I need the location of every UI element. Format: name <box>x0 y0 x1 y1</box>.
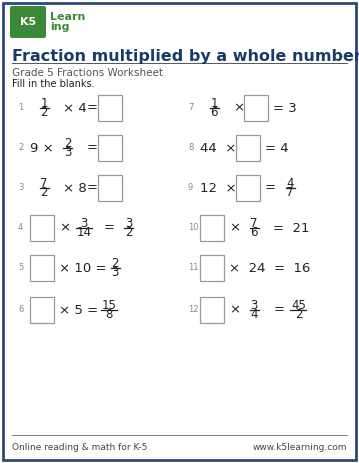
Text: 6: 6 <box>251 226 258 239</box>
Text: 8: 8 <box>105 308 113 321</box>
FancyBboxPatch shape <box>10 6 46 38</box>
Text: 15: 15 <box>102 299 116 312</box>
Text: 2: 2 <box>111 257 119 270</box>
Bar <box>98 135 122 161</box>
Text: ×: × <box>229 221 240 234</box>
Bar <box>200 297 224 323</box>
Text: 3: 3 <box>64 146 71 159</box>
Text: 1: 1 <box>40 97 48 110</box>
Text: 9: 9 <box>188 183 193 193</box>
Text: 2: 2 <box>40 186 48 199</box>
Text: 4: 4 <box>251 308 258 321</box>
Text: × 10 =: × 10 = <box>59 262 107 275</box>
Text: www.k5learning.com: www.k5learning.com <box>252 443 347 451</box>
Text: 2: 2 <box>18 144 23 152</box>
Text: 14: 14 <box>77 226 92 239</box>
Bar <box>236 175 260 201</box>
Text: Fraction multiplied by a whole number: Fraction multiplied by a whole number <box>12 49 359 63</box>
Text: 1: 1 <box>210 97 218 110</box>
Text: 12  ×: 12 × <box>200 181 237 194</box>
Bar <box>30 215 54 241</box>
Text: 7: 7 <box>286 186 294 199</box>
Bar <box>200 255 224 281</box>
Bar <box>244 95 268 121</box>
Text: 3: 3 <box>125 217 132 230</box>
Text: 3: 3 <box>18 183 23 193</box>
Text: 4: 4 <box>18 224 23 232</box>
Bar <box>200 215 224 241</box>
Text: Online reading & math for K-5: Online reading & math for K-5 <box>12 443 148 451</box>
Text: 11: 11 <box>188 263 199 273</box>
Text: 9 ×: 9 × <box>30 142 54 155</box>
Text: =: = <box>87 142 98 155</box>
Text: × 4: × 4 <box>63 101 87 114</box>
Bar <box>30 255 54 281</box>
Text: 2: 2 <box>295 308 302 321</box>
Text: = 3: = 3 <box>273 101 297 114</box>
Text: 7: 7 <box>251 217 258 230</box>
Bar <box>98 175 122 201</box>
Text: 45: 45 <box>291 299 306 312</box>
Text: ×: × <box>233 101 244 114</box>
Text: 6: 6 <box>18 306 23 314</box>
Text: K5: K5 <box>20 17 36 27</box>
Text: 5: 5 <box>18 263 23 273</box>
Text: =: = <box>87 181 98 194</box>
Text: 1: 1 <box>18 104 23 113</box>
Text: = 4: = 4 <box>265 142 289 155</box>
Text: 8: 8 <box>188 144 194 152</box>
Text: 3: 3 <box>80 217 88 230</box>
Text: ×: × <box>59 221 70 234</box>
Text: =: = <box>265 181 276 194</box>
Text: =  21: = 21 <box>273 221 310 234</box>
Text: =: = <box>87 101 98 114</box>
Bar <box>98 95 122 121</box>
Text: 3: 3 <box>251 299 258 312</box>
Text: 2: 2 <box>64 137 71 150</box>
Text: 4: 4 <box>286 177 294 190</box>
Text: 7: 7 <box>40 177 48 190</box>
Text: Learn: Learn <box>50 12 85 22</box>
Text: × 8: × 8 <box>63 181 87 194</box>
Bar <box>30 297 54 323</box>
Text: 2: 2 <box>40 106 48 119</box>
Text: =: = <box>103 221 114 234</box>
Text: 7: 7 <box>188 104 194 113</box>
Text: 2: 2 <box>125 226 132 239</box>
Text: × 5 =: × 5 = <box>59 304 98 317</box>
Text: 44  ×: 44 × <box>200 142 236 155</box>
Text: Fill in the blanks.: Fill in the blanks. <box>12 79 95 89</box>
Text: ing: ing <box>50 22 70 32</box>
Text: Grade 5 Fractions Worksheet: Grade 5 Fractions Worksheet <box>12 68 163 78</box>
Text: 6: 6 <box>210 106 218 119</box>
Bar <box>236 135 260 161</box>
Text: ×: × <box>229 304 240 317</box>
Text: 12: 12 <box>188 306 199 314</box>
Text: 10: 10 <box>188 224 199 232</box>
Text: =: = <box>273 304 284 317</box>
Text: ×  24  =  16: × 24 = 16 <box>229 262 311 275</box>
Text: 3: 3 <box>112 266 119 279</box>
